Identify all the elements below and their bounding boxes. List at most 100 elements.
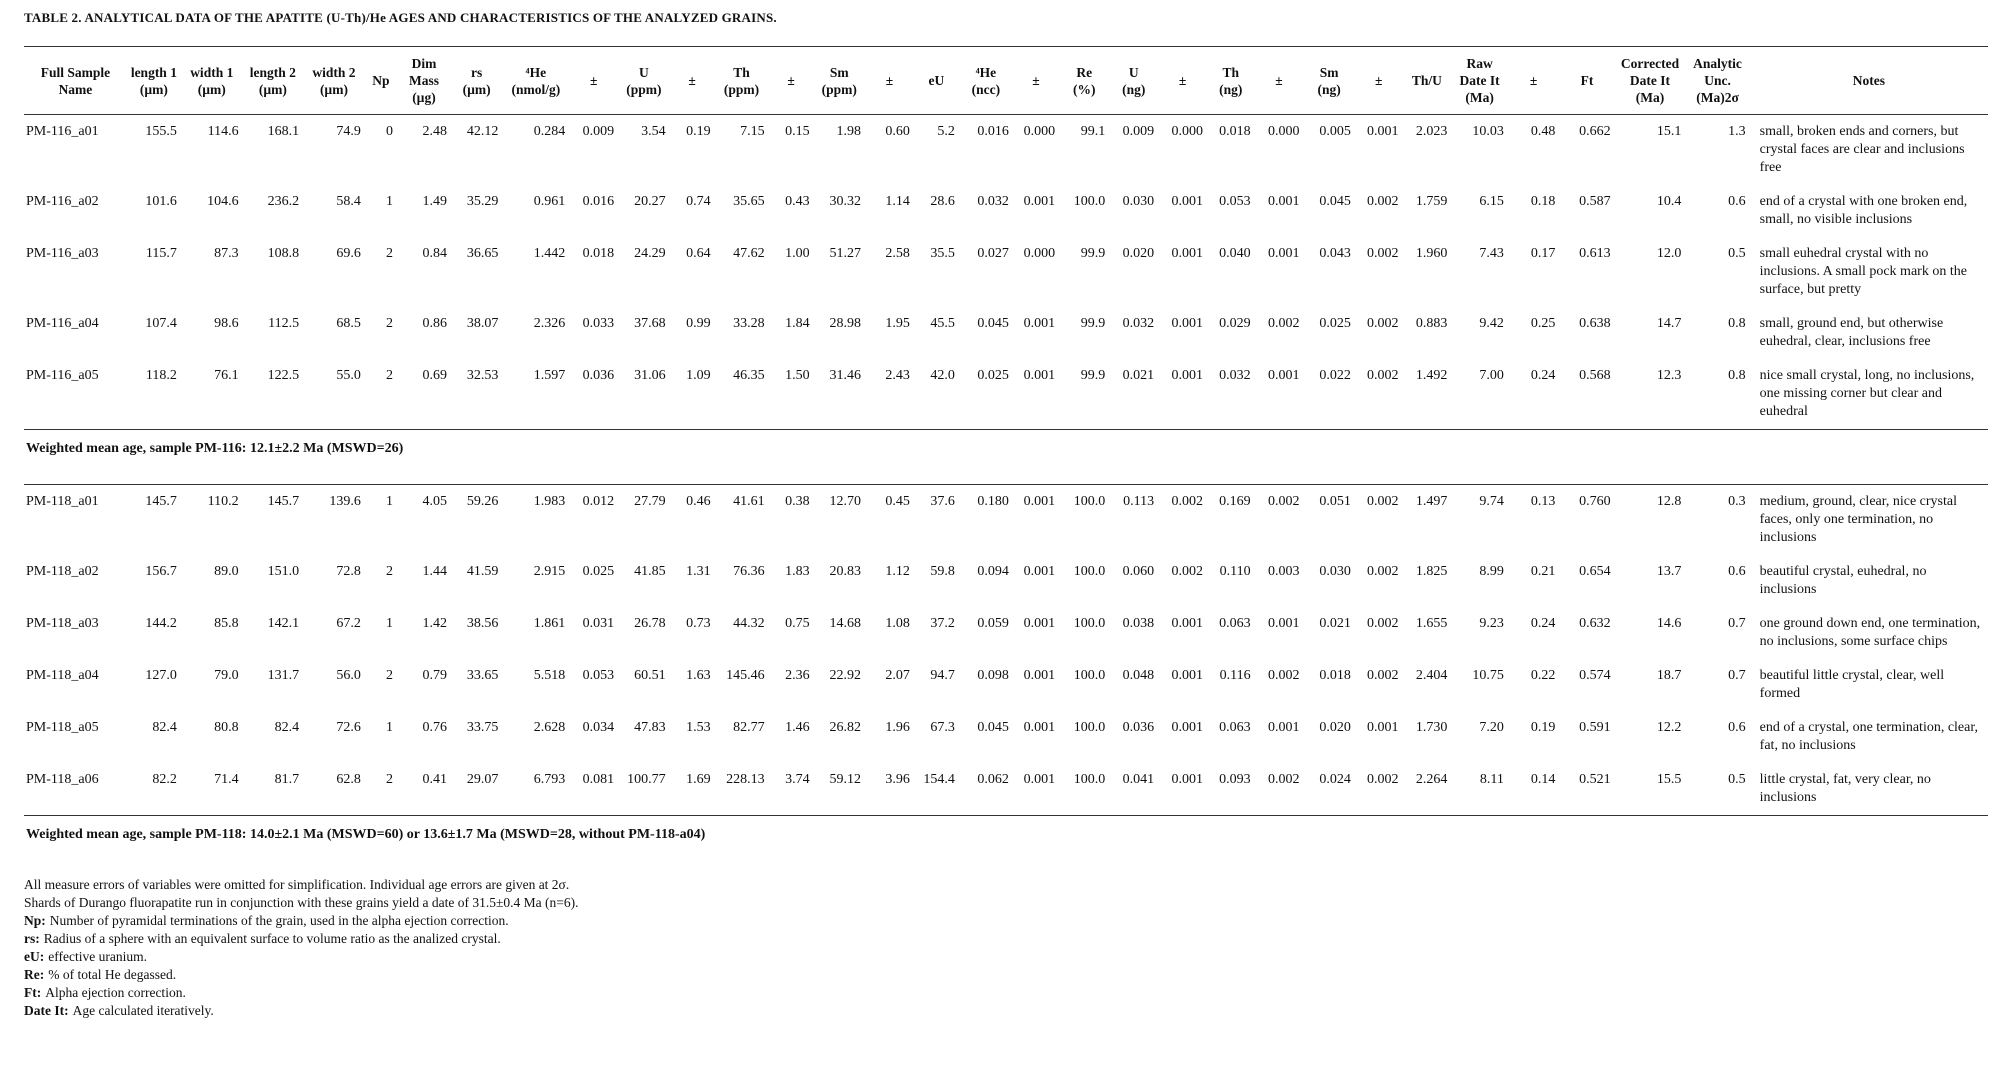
value-cell: 12.0 bbox=[1656, 246, 1682, 261]
value-cell: 1.983 bbox=[502, 484, 570, 555]
value-cell: 168.1 bbox=[267, 124, 300, 139]
value-cell: 3.74 bbox=[785, 772, 810, 787]
footnote-text: Age calculated iteratively. bbox=[72, 1003, 214, 1018]
data-row: PM-116_a04 107.4 98.6 112.5 68.5 2 0.86 38.07 2.… bbox=[24, 307, 1988, 359]
column-header: Analytic Unc. (Ma)2σ bbox=[1685, 46, 1750, 115]
column-header: Corrected Date It (Ma) bbox=[1614, 46, 1686, 115]
value-cell: 0.574 bbox=[1579, 668, 1611, 683]
value-cell: 38.56 bbox=[466, 616, 499, 631]
header-line: Unc. bbox=[1704, 73, 1731, 88]
header-line: (Ma) bbox=[1465, 90, 1494, 105]
value-cell: 0.521 bbox=[1579, 772, 1611, 787]
value-cell: 0.000 bbox=[1023, 124, 1056, 139]
value-cell: 228.13 bbox=[726, 772, 765, 787]
value-cell: 0.60 bbox=[885, 124, 910, 139]
value-cell: 1.83 bbox=[785, 564, 810, 579]
value-cell: 0.19 bbox=[686, 124, 711, 139]
value-cell: 0.001 bbox=[1267, 720, 1300, 735]
value-cell: 7.20 bbox=[1479, 720, 1504, 735]
value-cell: 0.038 bbox=[1122, 616, 1155, 631]
value-cell: 0.99 bbox=[686, 316, 711, 331]
footnote: All measure errors of variables were omi… bbox=[24, 876, 1982, 894]
value-cell: 110.2 bbox=[180, 484, 243, 555]
value-cell: 0.662 bbox=[1579, 124, 1611, 139]
value-cell: 47.83 bbox=[634, 720, 666, 735]
value-cell: 20.27 bbox=[634, 194, 666, 209]
value-cell: 100.0 bbox=[1073, 720, 1106, 735]
value-cell: 1.597 bbox=[533, 368, 566, 383]
value-cell: 0.024 bbox=[1319, 772, 1351, 787]
column-header: Sm (ppm) bbox=[813, 46, 865, 115]
column-header: ± bbox=[569, 46, 619, 115]
value-cell: 0.045 bbox=[977, 720, 1009, 735]
value-cell: 0.001 bbox=[1023, 316, 1056, 331]
value-cell: 145.7 bbox=[126, 484, 181, 555]
column-header: ± bbox=[768, 46, 814, 115]
value-cell: 0.036 bbox=[1122, 720, 1155, 735]
footnote-text: Shards of Durango fluorapatite run in co… bbox=[24, 895, 579, 910]
value-cell: 7.15 bbox=[740, 124, 765, 139]
footnote-text: effective uranium. bbox=[48, 949, 147, 964]
column-header: Np bbox=[364, 46, 397, 115]
value-cell: 0.001 bbox=[1267, 246, 1300, 261]
value-cell: 6.793 bbox=[533, 772, 566, 787]
value-cell: 89.0 bbox=[214, 564, 239, 579]
value-cell: 0.002 bbox=[1171, 564, 1204, 579]
value-cell: 100.0 bbox=[1059, 484, 1110, 555]
column-header: ± bbox=[1354, 46, 1403, 115]
value-cell: 14.6 bbox=[1656, 616, 1682, 631]
value-cell: 1.49 bbox=[422, 194, 447, 209]
value-cell: 10.03 bbox=[1472, 124, 1504, 139]
column-header: ± bbox=[1254, 46, 1304, 115]
column-header: Ft bbox=[1559, 46, 1615, 115]
value-cell: 9.42 bbox=[1479, 316, 1504, 331]
value-cell: 99.9 bbox=[1080, 368, 1106, 383]
value-cell: 13.7 bbox=[1656, 564, 1682, 579]
value-cell: 2 bbox=[385, 316, 393, 331]
value-cell: 0.032 bbox=[1122, 316, 1155, 331]
data-row: PM-116_a02 101.6 104.6 236.2 58.4 1 1.49 35.29 0… bbox=[24, 185, 1988, 237]
value-cell: 0.001 bbox=[1023, 368, 1056, 383]
sample-name: PM-118_a02 bbox=[26, 564, 99, 579]
value-cell: 47.62 bbox=[733, 246, 765, 261]
notes: one ground down end, one termination, no… bbox=[1759, 616, 1981, 649]
value-cell: 2.404 bbox=[1415, 668, 1448, 683]
value-cell: 0.063 bbox=[1219, 616, 1251, 631]
value-cell: 82.4 bbox=[274, 720, 300, 735]
header-line: eU bbox=[928, 73, 945, 88]
spacer bbox=[24, 468, 1988, 485]
data-row: PM-118_a04 127.0 79.0 131.7 56.0 2 0.79 33.65 5.… bbox=[24, 659, 1988, 711]
value-cell: 2.915 bbox=[533, 564, 566, 579]
header-line: Full Sample bbox=[40, 64, 111, 80]
column-header: ± bbox=[1507, 46, 1560, 115]
column-header: length 1 (µm) bbox=[126, 46, 181, 115]
value-cell: 0.22 bbox=[1530, 668, 1556, 683]
header-line: (µm) bbox=[319, 81, 348, 97]
value-cell: 0.002 bbox=[1267, 772, 1300, 787]
header-line: Th bbox=[1222, 64, 1240, 80]
footnote-text: Alpha ejection correction. bbox=[45, 985, 186, 1000]
value-cell: 1.42 bbox=[422, 616, 447, 631]
value-cell: 1.960 bbox=[1415, 246, 1448, 261]
header-line: (ng) bbox=[1122, 81, 1146, 97]
value-cell: 0.034 bbox=[582, 720, 615, 735]
value-cell: 33.65 bbox=[466, 668, 499, 683]
document: TABLE 2. ANALYTICAL DATA OF THE APATITE … bbox=[24, 10, 1988, 1018]
sample-name: PM-118_a06 bbox=[26, 772, 99, 787]
value-cell: 8.11 bbox=[1479, 772, 1504, 787]
value-cell: 0.000 bbox=[1023, 246, 1056, 261]
value-cell: 155.5 bbox=[145, 124, 177, 139]
value-cell: 145.46 bbox=[726, 668, 765, 683]
header-line: width 1 bbox=[190, 64, 234, 80]
value-cell: 85.8 bbox=[214, 616, 239, 631]
value-cell: 24.29 bbox=[634, 246, 666, 261]
value-cell: 59.12 bbox=[829, 772, 862, 787]
value-cell: 0.6 bbox=[1728, 194, 1746, 209]
value-cell: 1.14 bbox=[885, 194, 910, 209]
value-cell: 0.000 bbox=[1171, 124, 1204, 139]
value-cell: 0.045 bbox=[977, 316, 1009, 331]
header-line: (µm) bbox=[197, 81, 226, 97]
footnote: rs: Radius of a sphere with an equivalent… bbox=[24, 930, 1982, 948]
sample-name: PM-116_a04 bbox=[26, 316, 99, 331]
notes: small euhedral crystal with no inclusion… bbox=[1759, 246, 1967, 297]
